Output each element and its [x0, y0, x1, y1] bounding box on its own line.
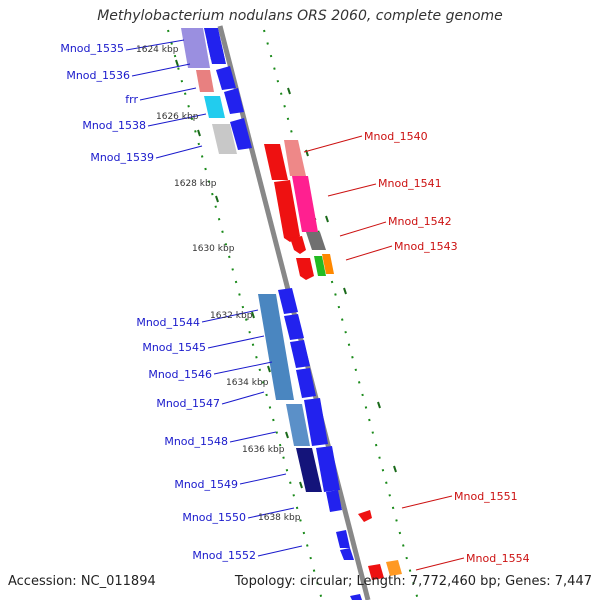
kbp-tick-label: 1632 kbp — [210, 311, 253, 321]
kbp-tick-label: 1624 kbp — [136, 45, 179, 55]
gene-label-mnod-1551[interactable]: Mnod_1551 — [454, 490, 518, 503]
gene-label-mnod-1539[interactable]: Mnod_1539 — [90, 151, 154, 164]
forward-label-lines — [125, 39, 303, 557]
gene-label-mnod-1544[interactable]: Mnod_1544 — [136, 316, 200, 329]
map-title: Methylobacterium nodulans ORS 2060, comp… — [97, 8, 503, 24]
forward-gene-blocks — [181, 28, 362, 600]
gene-block-mnod-1547 — [296, 368, 316, 398]
gene-label-mnod-1552[interactable]: Mnod_1552 — [192, 549, 256, 562]
gene-block-mnod-1543 — [322, 254, 334, 274]
gene-block-mnod-1549 — [296, 448, 322, 492]
gene-label-mnod-1545[interactable]: Mnod_1545 — [142, 341, 206, 354]
gene-label-mnod-1540[interactable]: Mnod_1540 — [364, 130, 428, 143]
gene-block-mnod-1536 — [196, 70, 214, 92]
gene-block-frr — [204, 96, 225, 118]
gene-block-mnod-1551 — [358, 510, 372, 522]
gene-block-mnod-1542 — [306, 232, 326, 250]
gene-block-mnod-1541 — [292, 176, 318, 232]
gene-label-frr[interactable]: frr — [125, 93, 138, 106]
reverse-gene-blocks — [264, 140, 402, 580]
gene-block-mnod-1540 — [284, 140, 306, 176]
gene-block-mnod-1539 — [212, 124, 237, 154]
gene-block-mnod-1550 — [326, 490, 342, 512]
gene-label-mnod-1543[interactable]: Mnod_1543 — [394, 240, 458, 253]
gene-label-mnod-1549[interactable]: Mnod_1549 — [174, 478, 238, 491]
gene-block-mnod-1544 — [258, 294, 294, 400]
gene-label-mnod-1554[interactable]: Mnod_1554 — [466, 552, 530, 565]
gene-block-mnod-1554 — [386, 560, 402, 576]
kbp-tick-label: 1630 kbp — [192, 244, 235, 254]
genome-summary-text: Topology: circular; Length: 7,772,460 bp… — [234, 574, 592, 589]
gene-block-mnod-1535 — [181, 28, 210, 68]
kbp-tick-label: 1638 kbp — [258, 513, 301, 523]
gene-label-mnod-1541[interactable]: Mnod_1541 — [378, 177, 442, 190]
gene-label-mnod-1550[interactable]: Mnod_1550 — [182, 511, 246, 524]
gene-label-mnod-1548[interactable]: Mnod_1548 — [164, 435, 228, 448]
gene-block-mnod-1548 — [286, 404, 310, 446]
kbp-tick-label: 1626 kbp — [156, 112, 199, 122]
gene-label-mnod-1536[interactable]: Mnod_1536 — [66, 69, 130, 82]
gene-label-mnod-1542[interactable]: Mnod_1542 — [388, 215, 452, 228]
gene-label-mnod-1547[interactable]: Mnod_1547 — [156, 397, 220, 410]
kbp-tick-label: 1628 kbp — [174, 179, 217, 189]
tick-marks — [175, 59, 397, 489]
gene-block-mnod-1552 — [336, 530, 350, 548]
accession-text: Accession: NC_011894 — [8, 574, 156, 589]
reverse-label-lines — [303, 135, 465, 571]
gene-label-mnod-1538[interactable]: Mnod_1538 — [82, 119, 146, 132]
gene-label-mnod-1535[interactable]: Mnod_1535 — [60, 42, 124, 55]
kbp-tick-label: 1634 kbp — [226, 378, 269, 388]
kbp-tick-label: 1636 kbp — [242, 445, 285, 455]
gene-block-mnod-1538 — [230, 118, 252, 150]
gene-label-mnod-1546[interactable]: Mnod_1546 — [148, 368, 212, 381]
